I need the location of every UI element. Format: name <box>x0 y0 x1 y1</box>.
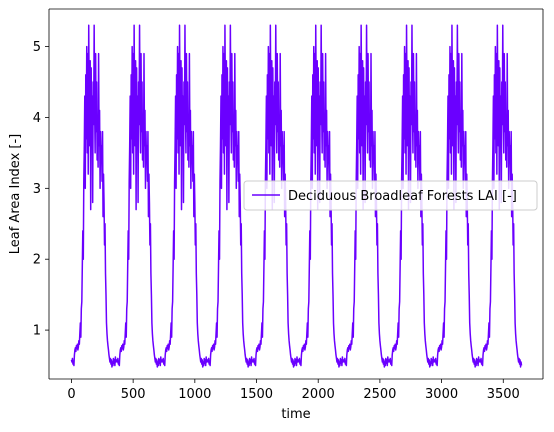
y-tick-label: 3 <box>33 182 41 197</box>
x-tick-label: 1000 <box>178 387 211 402</box>
x-tick-label: 0 <box>67 387 75 402</box>
x-tick-label: 500 <box>121 387 146 402</box>
y-tick-label: 4 <box>33 111 41 126</box>
y-tick-label: 2 <box>33 253 41 268</box>
series-layer <box>70 24 523 368</box>
y-tick-label: 5 <box>33 40 41 55</box>
axes-layer <box>48 8 544 380</box>
x-tick-label: 3000 <box>425 387 458 402</box>
series-line-0 <box>70 24 523 368</box>
x-tick-label: 2500 <box>363 387 396 402</box>
x-axis-ticks: 0 500 1000 1500 2000 2500 3000 3500 <box>67 379 520 402</box>
legend: Deciduous Broadleaf Forests LAI [-] <box>243 180 538 211</box>
x-tick-label: 1500 <box>240 387 273 402</box>
legend-frame <box>243 180 538 211</box>
y-axis-label: Leaf Area Index [-] <box>8 134 23 255</box>
y-tick-label: 1 <box>33 324 41 339</box>
x-axis-label: time <box>281 407 310 422</box>
legend-label: Deciduous Broadleaf Forests LAI [-] <box>288 189 517 204</box>
x-tick-label: 3500 <box>487 387 520 402</box>
x-tick-label: 2000 <box>302 387 335 402</box>
y-axis-ticks: 1 2 3 4 5 <box>33 40 49 339</box>
